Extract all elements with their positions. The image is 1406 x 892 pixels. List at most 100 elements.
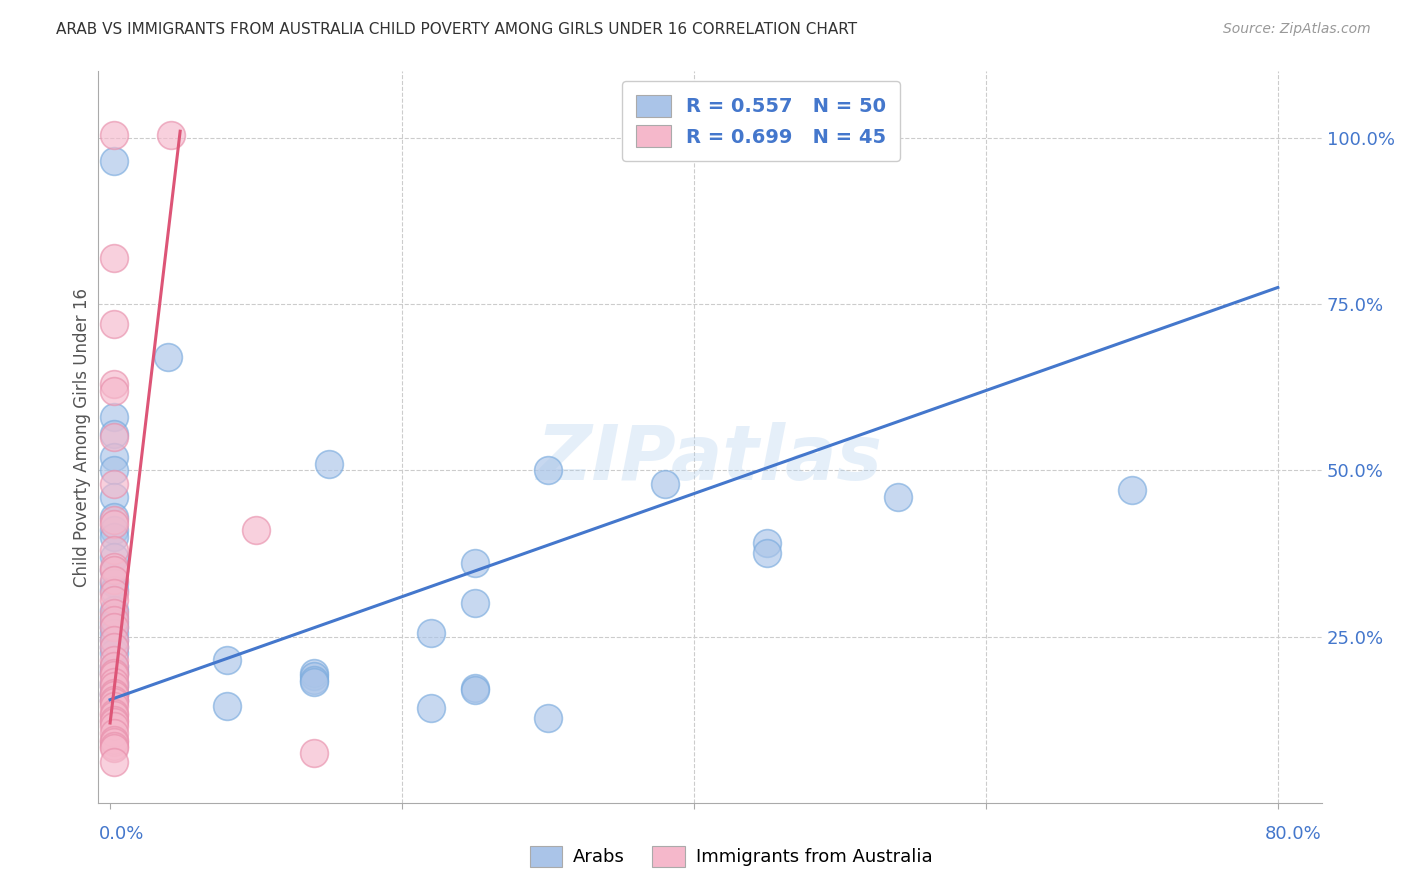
Point (103, 640, 125, 654)
Point (103, 513, 125, 527)
Point (103, 607, 125, 621)
Point (103, 719, 125, 733)
Point (103, 586, 125, 600)
Point (103, 619, 125, 633)
Point (103, 632, 125, 647)
Point (755, 536, 778, 550)
Point (103, 410, 125, 425)
Point (103, 154, 125, 169)
Point (103, 573, 125, 587)
Point (103, 251, 125, 265)
Point (103, 376, 125, 391)
Point (103, 726, 125, 740)
Text: 0.0%: 0.0% (98, 825, 143, 843)
Point (464, 557, 486, 571)
Point (103, 666, 125, 681)
Y-axis label: Child Poverty Among Girls Under 16: Child Poverty Among Girls Under 16 (73, 287, 91, 587)
Point (103, 686, 125, 700)
Point (103, 609, 125, 624)
Point (420, 626, 443, 640)
Point (103, 732, 125, 747)
Point (103, 450, 125, 464)
Point (103, 430, 125, 444)
Point (215, 699, 238, 714)
Point (103, 680, 125, 694)
Point (654, 476, 676, 491)
Point (103, 559, 125, 574)
Point (103, 613, 125, 627)
Point (304, 674, 326, 689)
Point (103, 530, 125, 544)
Point (103, 734, 125, 748)
Point (103, 384, 125, 398)
Text: ZIPatlas: ZIPatlas (537, 422, 883, 496)
Point (103, 128, 125, 142)
Point (304, 666, 326, 681)
Point (464, 682, 486, 697)
Point (103, 668, 125, 682)
Point (103, 582, 125, 597)
Point (103, 659, 125, 673)
Point (103, 692, 125, 706)
Text: 80.0%: 80.0% (1265, 825, 1322, 843)
Point (103, 666, 125, 681)
Point (103, 708, 125, 723)
Point (103, 680, 125, 694)
Point (103, 426, 125, 441)
Point (103, 516, 125, 531)
Point (103, 714, 125, 729)
Point (318, 457, 340, 471)
Point (103, 640, 125, 654)
Point (464, 681, 486, 696)
Point (1121, 483, 1143, 498)
Point (755, 546, 778, 560)
Legend: R = 0.557   N = 50, R = 0.699   N = 45: R = 0.557 N = 50, R = 0.699 N = 45 (621, 81, 900, 161)
Point (103, 616, 125, 631)
Point (103, 626, 125, 640)
Point (103, 632, 125, 647)
Point (103, 646, 125, 660)
Point (103, 676, 125, 690)
Point (245, 523, 267, 537)
Point (103, 713, 125, 727)
Point (103, 563, 125, 577)
Point (103, 543, 125, 558)
Legend: Arabs, Immigrants from Australia: Arabs, Immigrants from Australia (523, 838, 939, 874)
Point (103, 755, 125, 769)
Point (103, 490, 125, 504)
Point (537, 463, 560, 477)
Point (103, 674, 125, 689)
Point (103, 695, 125, 709)
Point (103, 317, 125, 331)
Point (103, 576, 125, 591)
Point (304, 669, 326, 683)
Point (103, 476, 125, 491)
Point (157, 351, 180, 365)
Point (103, 706, 125, 720)
Point (103, 463, 125, 477)
Point (304, 673, 326, 687)
Point (103, 523, 125, 537)
Point (103, 688, 125, 702)
Text: Source: ZipAtlas.com: Source: ZipAtlas.com (1223, 22, 1371, 37)
Point (215, 653, 238, 667)
Point (103, 619, 125, 633)
Point (103, 549, 125, 564)
Point (103, 659, 125, 673)
Point (103, 603, 125, 617)
Point (103, 688, 125, 702)
Point (103, 653, 125, 667)
Point (103, 686, 125, 700)
Point (103, 593, 125, 607)
Point (103, 563, 125, 577)
Point (103, 741, 125, 756)
Point (160, 128, 183, 142)
Point (537, 711, 560, 725)
Point (887, 490, 910, 504)
Point (420, 701, 443, 715)
Point (103, 739, 125, 754)
Point (464, 596, 486, 610)
Point (103, 699, 125, 714)
Point (103, 663, 125, 677)
Point (103, 692, 125, 706)
